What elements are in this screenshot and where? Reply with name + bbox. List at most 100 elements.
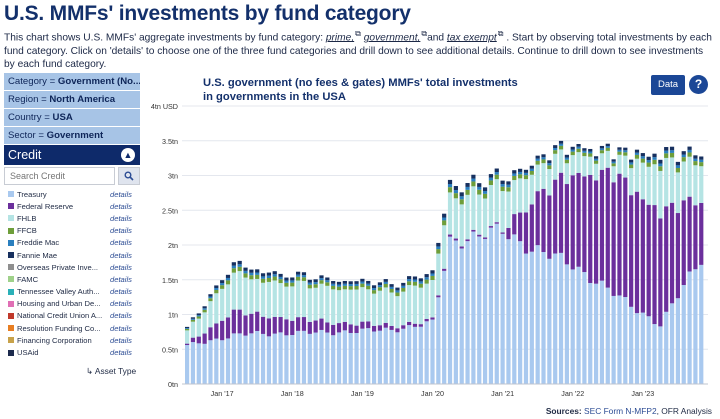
bar-segment: [243, 315, 248, 336]
bar-segment: [389, 325, 394, 330]
details-link[interactable]: details: [110, 335, 132, 345]
details-link[interactable]: details: [110, 250, 132, 260]
details-link[interactable]: details: [110, 311, 132, 321]
category-row[interactable]: FAMC details: [4, 273, 140, 285]
details-link[interactable]: details: [110, 323, 132, 333]
bar-segment: [477, 236, 482, 384]
category-row[interactable]: Tennessee Valley Auth... details: [4, 286, 140, 298]
category-row[interactable]: Fannie Mae details: [4, 249, 140, 261]
bar-segment: [313, 320, 318, 333]
filter-category[interactable]: Category = Government (No...: [4, 73, 140, 90]
category-row[interactable]: Freddie Mac details: [4, 237, 140, 249]
sources-link[interactable]: SEC Form N-MFP2: [584, 406, 657, 416]
bar-segment: [214, 285, 219, 289]
bar-segment: [523, 175, 529, 180]
bar-segment: [436, 295, 441, 298]
bar-segment: [418, 287, 423, 325]
bar-segment: [407, 279, 412, 282]
bar-segment: [418, 283, 423, 288]
bar-segment: [296, 280, 301, 318]
bar-segment: [366, 328, 371, 384]
intro-text: This chart shows U.S. MMFs' aggregate in…: [4, 27, 716, 72]
link-government[interactable]: government,: [363, 32, 421, 44]
filter-region[interactable]: Region = North America: [4, 91, 140, 108]
category-row[interactable]: Financing Corporation details: [4, 334, 140, 346]
bar-segment: [371, 285, 377, 289]
bar-segment: [477, 186, 482, 190]
asset-type-link[interactable]: ↳ Asset Type: [86, 366, 137, 376]
category-row[interactable]: Overseas Private Inve... details: [4, 261, 140, 273]
bar-segment: [389, 284, 394, 287]
details-link[interactable]: details: [110, 348, 132, 358]
bar-segment: [430, 317, 435, 320]
bar-segment: [220, 285, 225, 289]
bar-segment: [249, 313, 254, 334]
bar-segment: [401, 328, 406, 384]
category-row[interactable]: FHLB details: [4, 212, 140, 224]
bar-segment: [243, 335, 248, 384]
bar-segment: [225, 277, 231, 281]
details-link[interactable]: details: [110, 213, 132, 223]
category-row[interactable]: USAid details: [4, 346, 140, 358]
bar-segment: [588, 282, 593, 384]
details-link[interactable]: details: [110, 299, 132, 309]
filter-sector[interactable]: Sector = Government: [4, 127, 140, 144]
bar-segment: [518, 241, 523, 384]
bar-segment: [354, 325, 359, 334]
details-link[interactable]: details: [110, 189, 132, 199]
search-button[interactable]: [118, 167, 140, 185]
bar-segment: [290, 277, 295, 281]
category-row[interactable]: Federal Reserve details: [4, 200, 140, 212]
category-label: Tennessee Valley Auth...: [17, 287, 100, 297]
bar-segment: [669, 152, 675, 158]
legend-swatch: [8, 252, 14, 259]
bar-segment: [185, 343, 190, 346]
category-row[interactable]: National Credit Union A... details: [4, 310, 140, 322]
bar-segment: [196, 343, 201, 384]
search-input[interactable]: [4, 167, 115, 185]
category-row[interactable]: Resolution Funding Co... details: [4, 322, 140, 334]
category-row[interactable]: Housing and Urban De... details: [4, 298, 140, 310]
bar-segment: [582, 272, 587, 384]
category-row[interactable]: FFCB details: [4, 225, 140, 237]
category-label: Financing Corporation: [17, 335, 92, 345]
filter-country[interactable]: Country = USA: [4, 109, 140, 126]
category-list: Treasury details Federal Reserve details FHL…: [4, 188, 140, 359]
bar-segment: [196, 313, 201, 316]
bar-segment: [506, 227, 511, 240]
bar-segment: [588, 148, 593, 152]
help-icon[interactable]: ?: [689, 75, 708, 94]
bar-segment: [249, 272, 254, 276]
bar-segment: [313, 332, 318, 384]
details-link[interactable]: details: [110, 201, 132, 211]
bar-segment: [249, 333, 254, 384]
bar-segment: [553, 150, 558, 154]
bar-segment: [634, 158, 640, 192]
bar-segment: [412, 276, 418, 280]
link-prime[interactable]: prime,: [325, 32, 355, 44]
bar-segment: [278, 317, 283, 333]
bar-segment: [185, 326, 190, 329]
bar-segment: [424, 318, 429, 322]
bar-segment: [301, 272, 307, 276]
external-link-icon: ⧉: [355, 29, 361, 38]
bar-segment: [699, 202, 704, 265]
details-link[interactable]: details: [110, 262, 132, 272]
bar-segment: [249, 279, 254, 314]
data-button[interactable]: Data: [651, 75, 685, 95]
chart-title-line1: U.S. government (no fees & gates) MMFs' …: [203, 77, 518, 89]
bar-segment: [669, 157, 675, 203]
bar-segment: [570, 151, 575, 156]
category-row[interactable]: Treasury details: [4, 188, 140, 200]
bar-segment: [634, 152, 640, 155]
bar-segment: [442, 220, 447, 226]
link-tax-exempt[interactable]: tax exempt: [446, 32, 497, 44]
details-link[interactable]: details: [110, 287, 132, 297]
bar-segment: [471, 186, 476, 230]
bar-segment: [255, 274, 260, 279]
drill-up-icon[interactable]: ▲: [121, 148, 135, 162]
details-link[interactable]: details: [110, 238, 132, 248]
bar-segment: [658, 163, 663, 167]
details-link[interactable]: details: [110, 274, 132, 284]
details-link[interactable]: details: [110, 226, 132, 236]
